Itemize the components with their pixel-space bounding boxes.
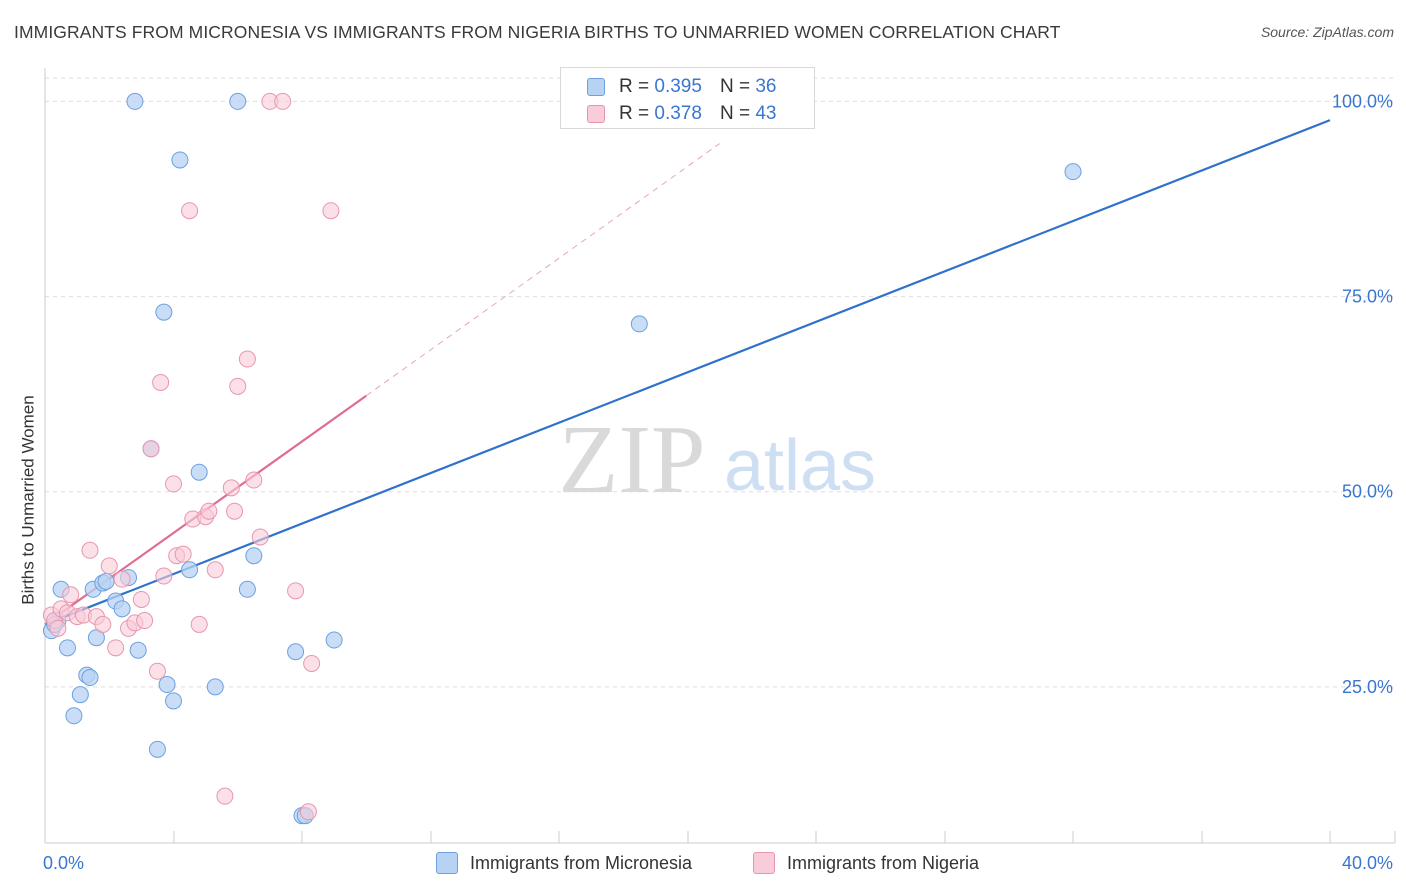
legend-r-value: 0.378 [654,103,702,124]
point-micronesia [190,463,208,481]
legend-n-value: 43 [755,103,777,124]
point-micronesia [245,547,263,565]
legend-r-label: R = [619,103,650,124]
point-nigeria [222,479,240,497]
point-micronesia [181,561,199,579]
watermark-atlas: atlas [724,426,876,506]
point-micronesia [171,151,189,169]
point-nigeria [174,545,192,563]
legend-item-nigeria: Immigrants from Nigeria [753,852,979,874]
watermark: ZIP atlas [559,406,877,514]
stats-legend: R = 0.395 N = 36 R = 0.378 N = 43 [560,67,815,129]
point-micronesia [206,678,224,696]
point-micronesia [126,92,144,110]
point-micronesia [71,686,89,704]
point-nigeria [322,202,340,220]
chart-title: IMMIGRANTS FROM MICRONESIA VS IMMIGRANTS… [14,22,1061,42]
point-nigeria [206,561,224,579]
point-nigeria [81,541,99,559]
y-tick-label: 50.0% [1342,482,1393,502]
legend-swatch-micronesia [436,852,458,874]
legend-label-nigeria: Immigrants from Nigeria [787,852,980,873]
watermark-zip: ZIP [559,406,706,514]
point-nigeria [274,92,292,110]
y-tick-label: 100.0% [1332,91,1393,111]
point-nigeria [62,586,80,604]
legend-item-micronesia: Immigrants from Micronesia [436,852,692,874]
point-nigeria [49,619,67,637]
y-axis-label-wrap: Births to Unmarried Women [14,200,44,800]
legend-r-label: R = [619,76,650,97]
legend-row-micronesia: R = 0.395 N = 36 [587,76,776,98]
point-micronesia [81,669,99,687]
point-micronesia [238,580,256,598]
point-nigeria [148,662,166,680]
point-nigeria [142,440,160,458]
point-nigeria [226,502,244,520]
point-nigeria [181,202,199,220]
legend-n-value: 36 [755,76,777,97]
point-micronesia [97,572,115,590]
point-micronesia [158,676,176,694]
legend-r-value: 0.395 [654,76,702,97]
point-micronesia [325,631,343,649]
point-nigeria [216,787,234,805]
point-nigeria [238,350,256,368]
point-micronesia [287,643,305,661]
point-micronesia [65,707,83,725]
point-nigeria [155,567,173,585]
point-micronesia [229,92,247,110]
point-nigeria [107,639,125,657]
x-tick-label-max: 40.0% [1342,853,1393,873]
y-tick-label: 25.0% [1342,677,1393,697]
point-nigeria [100,557,118,575]
point-nigeria [113,570,131,588]
legend-swatch-nigeria [753,852,775,874]
axes [44,68,1396,844]
point-nigeria [200,502,218,520]
legend-n-label: N = [719,103,751,124]
legend-swatch-nigeria [587,105,605,123]
trend-extension-nigeria [365,143,720,397]
tick-labels: 25.0% 50.0% 75.0% 100.0% 0.0% 40.0% [43,91,1393,873]
point-micronesia [113,600,131,618]
series-legend: Immigrants from Micronesia Immigrants fr… [0,852,1406,878]
point-nigeria [245,471,263,489]
point-nigeria [190,615,208,633]
y-tick-label: 75.0% [1342,287,1393,307]
point-micronesia [1064,163,1082,181]
point-micronesia [148,740,166,758]
point-micronesia [129,641,147,659]
point-nigeria [132,590,150,608]
legend-label-micronesia: Immigrants from Micronesia [470,852,693,873]
legend-n-label: N = [719,76,751,97]
series-nigeria [42,92,340,821]
point-nigeria [136,612,154,630]
trend-line-micronesia [44,119,1331,626]
point-nigeria [299,803,317,821]
point-micronesia [155,303,173,321]
point-nigeria [303,654,321,672]
legend-swatch-micronesia [587,78,605,96]
point-micronesia [58,639,76,657]
x-tick-label-min: 0.0% [43,853,84,873]
source-label: Source: ZipAtlas.com [1260,24,1394,40]
point-nigeria [287,582,305,600]
trend-lines [44,119,1331,626]
y-axis-label: Births to Unmarried Women [19,395,39,605]
point-micronesia [165,692,182,710]
point-nigeria [229,377,247,395]
point-micronesia [630,315,648,333]
legend-row-nigeria: R = 0.378 N = 43 [587,103,776,125]
point-nigeria [251,528,269,546]
point-nigeria [165,475,182,493]
point-nigeria [152,373,170,391]
point-nigeria [94,615,112,633]
